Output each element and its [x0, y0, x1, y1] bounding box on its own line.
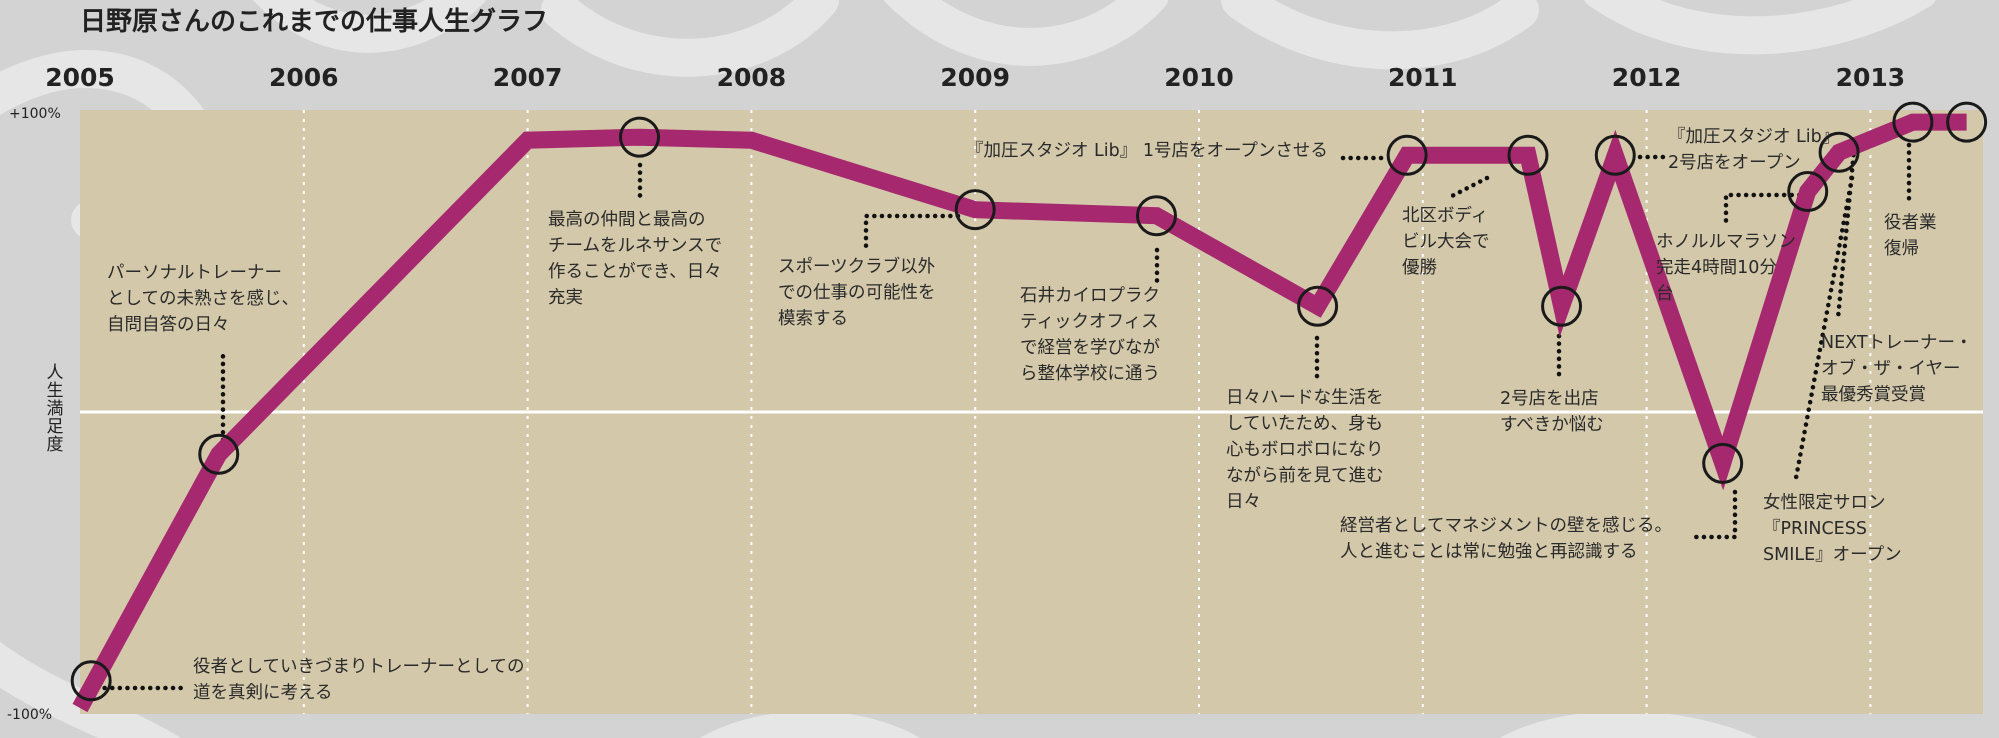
milestone-marker	[619, 116, 660, 158]
milestone-marker	[1946, 101, 1988, 143]
annotation-label: 北区ボディ	[1402, 205, 1488, 226]
x-tick-label: 2012	[1612, 63, 1682, 92]
milestone-marker	[1135, 195, 1177, 237]
annotation-connector	[1793, 175, 1855, 481]
annotation-label: 最高の仲間と最高の	[548, 210, 706, 230]
swirl-shape	[883, 0, 1169, 66]
annotation-label: で経営を学びなが	[1020, 338, 1160, 358]
x-tick-label: 2010	[1164, 63, 1234, 92]
annotation-label: ら整体学校に通う	[1020, 364, 1160, 384]
annotation-label: での仕事の可能性を	[778, 283, 936, 303]
milestone-marker	[1892, 101, 1934, 143]
y-axis-label-char: 生	[47, 381, 64, 401]
annotation-label: ホノルルマラソン	[1656, 232, 1796, 252]
milestone-marker	[1702, 442, 1744, 484]
swirl-shape	[541, 0, 839, 77]
x-tick-label: 2005	[45, 63, 115, 92]
annotation-label: すべきか悩む	[1500, 415, 1604, 435]
annotation-label: 完走4時間10分	[1656, 258, 1777, 278]
annotation-label: 模索する	[778, 309, 848, 329]
milestone-marker	[70, 660, 112, 702]
annotation-label: 『加圧スタジオ Lib』	[1668, 127, 1839, 147]
milestone-marker	[198, 433, 240, 475]
x-tick-label: 2011	[1388, 63, 1458, 92]
annotation-label: していたため、身も	[1226, 414, 1383, 434]
annotation-connectors	[94, 137, 1912, 691]
annotation-label: ビル大会で	[1402, 232, 1490, 252]
annotation-label: 人と進むことは常に勉強と再認識する	[1340, 542, 1638, 562]
annotation-label: 役者としていきづまりトレーナーとしての	[193, 657, 524, 677]
annotation-label: オブ・ザ・イヤー	[1821, 358, 1960, 379]
swirl-shape	[1221, 0, 1539, 70]
milestone-marker	[1787, 171, 1829, 213]
annotation-label: 日々ハードな生活を	[1226, 388, 1384, 408]
annotation-label: 作ることができ、日々	[548, 262, 722, 282]
annotation-label: 『加圧スタジオ Lib』 1号店をオープンさせる	[966, 141, 1328, 161]
x-tick-label: 2006	[269, 63, 339, 92]
annotation-label: 心もボロボロになり	[1226, 440, 1384, 460]
annotation-label: 2号店をオープン	[1668, 153, 1801, 173]
annotation-label: 道を真剣に考える	[193, 683, 332, 703]
annotation-connector	[1687, 489, 1738, 540]
annotation-label: チームをルネサンスで	[548, 236, 722, 256]
annotation-label: としての未熟さを感じ、	[107, 288, 299, 309]
y-tick-top: +100%	[9, 106, 61, 122]
annotation-label: 充実	[548, 288, 583, 308]
y-axis-label-char: 足	[47, 417, 64, 437]
x-tick-label: 2008	[717, 63, 787, 92]
annotation-label: 最優秀賞受賞	[1821, 385, 1926, 405]
milestone-marker	[1297, 285, 1339, 327]
milestone-marker	[1386, 134, 1428, 176]
annotation-label: スポーツクラブ以外	[778, 256, 935, 277]
annotation-label: NEXTトレーナー・	[1821, 333, 1973, 353]
annotation-label: 経営者としてマネジメントの壁を感じる。	[1340, 516, 1672, 536]
y-tick-bottom: -100%	[7, 707, 52, 723]
annotation-label: 日々	[1226, 492, 1261, 512]
annotation-connector	[1835, 137, 1858, 321]
annotation-label: 役者業	[1884, 213, 1937, 233]
annotation-label: 自問自答の日々	[107, 315, 230, 335]
satisfaction-line	[72, 113, 1967, 713]
y-axis-label-char: 満	[47, 399, 64, 419]
milestone-marker	[1541, 285, 1583, 327]
x-tick-label: 2009	[940, 63, 1010, 92]
annotation-label: 優勝	[1402, 258, 1437, 278]
annotation-connector	[1723, 192, 1810, 225]
milestone-marker	[1507, 134, 1549, 176]
annotation-label: 2号店を出店	[1500, 389, 1599, 409]
x-tick-label: 2007	[493, 63, 563, 92]
annotation-connector	[1449, 175, 1490, 199]
annotation-label: 石井カイロプラク	[1020, 286, 1160, 306]
y-axis-label-char: 度	[47, 435, 64, 455]
swirl-shape	[1583, 0, 1937, 55]
annotation-label: 復帰	[1884, 239, 1919, 259]
milestone-marker	[1818, 131, 1860, 173]
annotation-label: 『PRINCESS	[1763, 519, 1867, 539]
swirl-shape	[252, 0, 487, 53]
chart-title: 日野原さんのこれまでの仕事人生グラフ	[80, 7, 548, 37]
annotation-label: パーソナルトレーナー	[107, 263, 282, 283]
annotation-label: SMILE』オープン	[1763, 545, 1902, 565]
x-axis-tick-labels: 2005 2006 2007 2008 2009 2010 2011 2012 2013	[45, 63, 1905, 92]
swirl-shape	[699, 711, 921, 738]
annotation-label: 女性限定サロン	[1763, 493, 1886, 513]
milestone-marker	[1594, 134, 1636, 176]
x-tick-label: 2013	[1836, 63, 1906, 92]
annotation-label: 台	[1656, 284, 1674, 304]
annotation-label: ティックオフィス	[1020, 312, 1159, 332]
annotation-label: ながら前を見て進む	[1226, 466, 1384, 486]
y-axis-label-char: 人	[47, 363, 64, 383]
milestone-markers	[70, 101, 1988, 702]
milestone-marker	[954, 189, 996, 231]
swirl-shape	[1499, 711, 1758, 738]
annotation-connector	[863, 213, 961, 251]
